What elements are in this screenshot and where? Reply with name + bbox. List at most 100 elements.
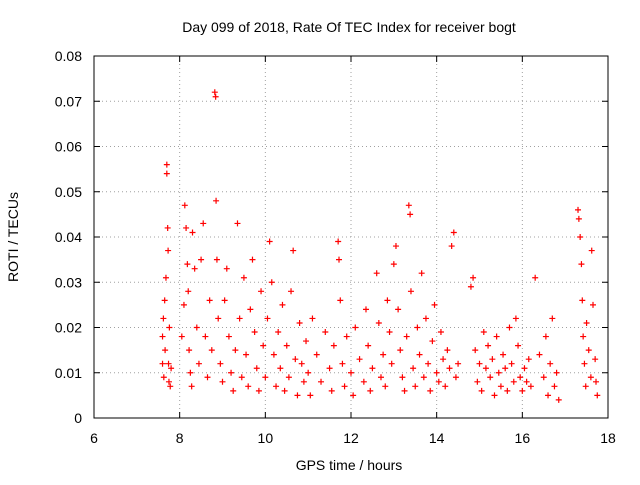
- data-point: [326, 365, 333, 372]
- data-point: [350, 392, 357, 399]
- data-point: [168, 365, 175, 372]
- data-point: [337, 297, 344, 304]
- x-tick-label: 8: [176, 430, 184, 446]
- data-point: [395, 306, 402, 313]
- data-point: [240, 274, 247, 281]
- data-point: [440, 356, 447, 363]
- data-point: [283, 342, 290, 349]
- data-point: [592, 356, 599, 363]
- data-point: [183, 224, 190, 231]
- data-point: [433, 369, 440, 376]
- data-point: [476, 360, 483, 367]
- grid-layer: [94, 56, 608, 418]
- data-point: [575, 206, 582, 213]
- data-point: [260, 342, 267, 349]
- data-point: [487, 374, 494, 381]
- data-point: [540, 374, 547, 381]
- data-point: [292, 356, 299, 363]
- data-point: [489, 356, 496, 363]
- data-point: [230, 387, 237, 394]
- data-point: [277, 365, 284, 372]
- x-tick-label: 6: [90, 430, 98, 446]
- x-tick-labels: 6 8 10 12 14 16 18: [90, 430, 616, 446]
- data-point: [187, 369, 194, 376]
- data-point: [181, 202, 188, 209]
- data-point: [397, 347, 404, 354]
- y-tick-label: 0.08: [55, 48, 82, 64]
- data-point: [223, 265, 230, 272]
- data-point: [377, 374, 384, 381]
- data-point: [405, 202, 412, 209]
- data-point: [249, 256, 256, 263]
- data-point: [444, 347, 451, 354]
- data-point: [309, 315, 316, 322]
- data-point: [532, 274, 539, 281]
- data-point: [362, 306, 369, 313]
- data-point: [330, 342, 337, 349]
- data-point: [420, 374, 427, 381]
- data-point: [341, 383, 348, 390]
- data-point: [328, 387, 335, 394]
- data-point: [313, 351, 320, 358]
- data-point: [167, 383, 174, 390]
- data-point: [545, 392, 552, 399]
- data-point: [243, 351, 250, 358]
- data-point: [555, 396, 562, 403]
- data-point: [336, 256, 343, 263]
- data-point: [180, 301, 187, 308]
- data-point: [200, 220, 207, 227]
- data-point: [536, 351, 543, 358]
- data-point: [296, 319, 303, 326]
- data-point: [502, 365, 509, 372]
- y-tick-label: 0.05: [55, 184, 82, 200]
- data-point: [281, 387, 288, 394]
- data-point: [523, 378, 530, 385]
- y-tick-label: 0.03: [55, 274, 82, 290]
- y-tick-label: 0.07: [55, 93, 82, 109]
- data-point: [504, 387, 511, 394]
- data-point: [412, 383, 419, 390]
- data-point: [446, 365, 453, 372]
- data-point: [225, 333, 232, 340]
- data-point: [215, 315, 222, 322]
- data-point: [193, 324, 200, 331]
- data-point: [253, 365, 260, 372]
- data-point: [255, 387, 262, 394]
- data-point: [583, 319, 590, 326]
- data-point: [386, 329, 393, 336]
- y-tick-label: 0.06: [55, 139, 82, 155]
- data-point: [517, 374, 524, 381]
- data-point: [348, 369, 354, 376]
- data-point: [594, 392, 601, 399]
- data-point: [553, 369, 560, 376]
- data-point: [232, 347, 239, 354]
- y-tick-label: 0.02: [55, 320, 82, 336]
- data-point: [228, 369, 235, 376]
- data-point: [525, 356, 532, 363]
- data-point: [390, 261, 397, 268]
- data-point: [392, 243, 399, 250]
- data-point: [579, 297, 586, 304]
- data-point: [234, 220, 241, 227]
- data-point: [178, 333, 185, 340]
- data-point: [221, 297, 228, 304]
- data-point: [450, 229, 457, 236]
- data-point: [160, 315, 167, 322]
- data-point: [527, 383, 534, 390]
- data-point: [211, 89, 218, 96]
- data-point: [508, 360, 515, 367]
- data-point: [318, 378, 325, 385]
- data-point: [258, 288, 265, 295]
- y-axis-label: ROTI / TECUs: [5, 192, 21, 282]
- data-point: [206, 297, 213, 304]
- data-point: [191, 265, 198, 272]
- data-point: [166, 324, 173, 331]
- data-point: [407, 211, 414, 218]
- data-point: [384, 297, 391, 304]
- data-point: [478, 387, 485, 394]
- data-point: [549, 315, 556, 322]
- data-point: [219, 378, 226, 385]
- data-point: [365, 342, 372, 349]
- data-point: [495, 369, 502, 376]
